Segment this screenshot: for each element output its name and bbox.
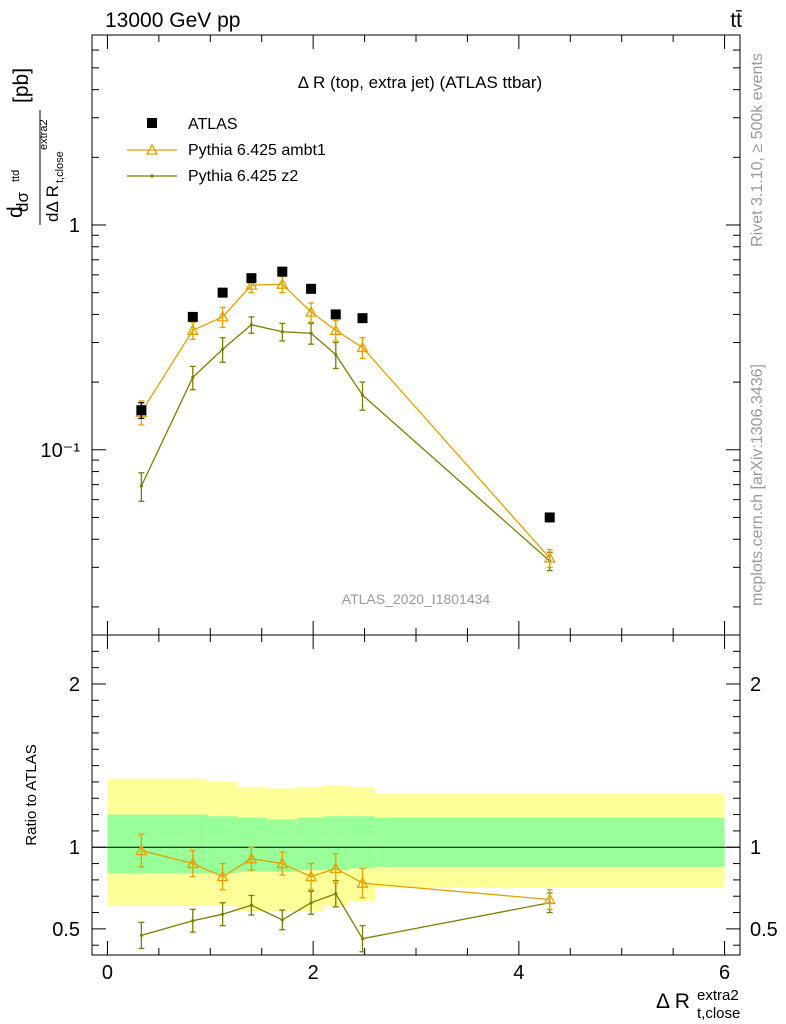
data-point bbox=[191, 375, 195, 379]
data-point bbox=[135, 844, 148, 856]
data-point bbox=[329, 323, 342, 335]
data-point bbox=[544, 512, 555, 523]
data-point bbox=[245, 852, 258, 864]
x-tick-label: 6 bbox=[719, 962, 730, 984]
ratio-y-tick-label: 0.5 bbox=[52, 919, 80, 941]
y-tick-label: 1 bbox=[69, 215, 80, 237]
data-point bbox=[139, 933, 143, 938]
data-point bbox=[543, 551, 556, 563]
data-point bbox=[136, 405, 147, 416]
data-point bbox=[246, 273, 257, 284]
data-point bbox=[276, 857, 289, 869]
ratio-y-tick-label: 2 bbox=[750, 674, 761, 696]
data-point bbox=[304, 305, 318, 317]
data-point bbox=[306, 283, 317, 294]
legend-marker-atlas bbox=[147, 118, 157, 128]
data-point bbox=[360, 393, 365, 397]
data-point bbox=[249, 323, 254, 327]
data-point bbox=[309, 331, 313, 335]
ratio-stat-band bbox=[349, 816, 375, 869]
data-point bbox=[139, 484, 143, 488]
data-point bbox=[304, 870, 318, 882]
data-point bbox=[217, 287, 228, 298]
series-line bbox=[140, 324, 551, 562]
legend-label-ambt1: Pythia 6.425 ambt1 bbox=[188, 142, 326, 159]
ratio-y-tick-label: 0.5 bbox=[750, 919, 778, 941]
data-point bbox=[276, 277, 289, 289]
data-point bbox=[334, 892, 338, 896]
x-tick-label: 2 bbox=[308, 962, 319, 984]
data-point bbox=[187, 311, 198, 322]
legend: ATLAS Pythia 6.425 ambt1 Pythia 6.425 z2 bbox=[127, 116, 326, 185]
ratio-y-axis-label: Ratio to ATLAS bbox=[23, 744, 40, 845]
ratio-panel-series bbox=[135, 833, 556, 953]
ratio-stat-band bbox=[297, 817, 324, 871]
data-point bbox=[357, 313, 368, 324]
svg-text:dσ: dσ bbox=[13, 192, 32, 212]
ratio-y-tick-label: 2 bbox=[69, 674, 80, 696]
svg-text:extra2: extra2 bbox=[38, 119, 50, 150]
data-point bbox=[216, 870, 229, 882]
legend-label-atlas: ATLAS bbox=[188, 116, 238, 133]
data-point bbox=[280, 918, 284, 922]
svg-text:t,close: t,close bbox=[697, 1005, 740, 1022]
collision-label: 13000 GeV pp bbox=[105, 9, 240, 32]
data-point bbox=[277, 266, 288, 277]
ratio-uncertainty-bands bbox=[107, 778, 725, 911]
svg-text:ttd: ttd bbox=[10, 170, 22, 182]
data-point bbox=[216, 310, 229, 322]
data-point bbox=[360, 937, 365, 941]
svg-text:dΔ R: dΔ R bbox=[43, 185, 62, 222]
series-line bbox=[140, 283, 551, 559]
ratio-y-tick-label: 1 bbox=[69, 837, 80, 859]
data-point bbox=[309, 901, 313, 905]
svg-text:[pb]: [pb] bbox=[10, 68, 33, 103]
svg-text:d: d bbox=[4, 206, 27, 218]
ratio-stat-band bbox=[374, 817, 725, 867]
data-point bbox=[543, 893, 556, 905]
data-point bbox=[356, 876, 369, 888]
data-point bbox=[334, 353, 338, 357]
ratio-panel-frame bbox=[91, 634, 741, 956]
data-point bbox=[186, 323, 199, 335]
svg-text:t,close: t,close bbox=[54, 151, 66, 183]
data-point bbox=[221, 912, 225, 916]
main-y-axis-label: d dσ ttd dΔ R t,close extra2 [pb] bbox=[4, 68, 66, 225]
ratio-stat-band bbox=[107, 814, 180, 874]
data-point bbox=[221, 347, 225, 351]
x-tick-label: 0 bbox=[102, 962, 113, 984]
svg-text:Δ R: Δ R bbox=[656, 990, 690, 1013]
source-label: mcplots.cern.ch [arXiv:1306.3436] bbox=[749, 364, 766, 606]
data-point bbox=[186, 857, 199, 869]
svg-text:extra2: extra2 bbox=[697, 987, 739, 1004]
x-tick-label: 4 bbox=[513, 962, 524, 984]
legend-label-z2: Pythia 6.425 z2 bbox=[188, 168, 298, 185]
x-axis-label: Δ R extra2 t,close bbox=[656, 987, 740, 1022]
plot-title: Δ R (top, extra jet) (ATLAS ttbar) bbox=[298, 73, 542, 92]
data-point bbox=[329, 862, 342, 874]
main-panel-series bbox=[135, 266, 556, 572]
analysis-label: ATLAS_2020_I1801434 bbox=[342, 591, 491, 607]
process-label: tt̄ bbox=[730, 9, 742, 32]
data-point bbox=[191, 919, 195, 923]
data-point bbox=[356, 341, 369, 353]
data-point bbox=[330, 309, 341, 320]
data-point bbox=[249, 903, 254, 907]
data-point bbox=[280, 330, 284, 334]
tick-labels: 10⁻¹ 1 0.5 0.5 1 1 2 2 0 2 4 6 bbox=[41, 215, 778, 984]
ratio-y-tick-label: 1 bbox=[750, 837, 761, 859]
legend-marker-ambt1 bbox=[145, 143, 159, 155]
data-point bbox=[245, 278, 258, 290]
rivet-label: Rivet 3.1.10, ≥ 500k events bbox=[749, 53, 766, 247]
y-tick-label: 10⁻¹ bbox=[41, 440, 81, 462]
legend-marker-z2 bbox=[150, 174, 154, 178]
